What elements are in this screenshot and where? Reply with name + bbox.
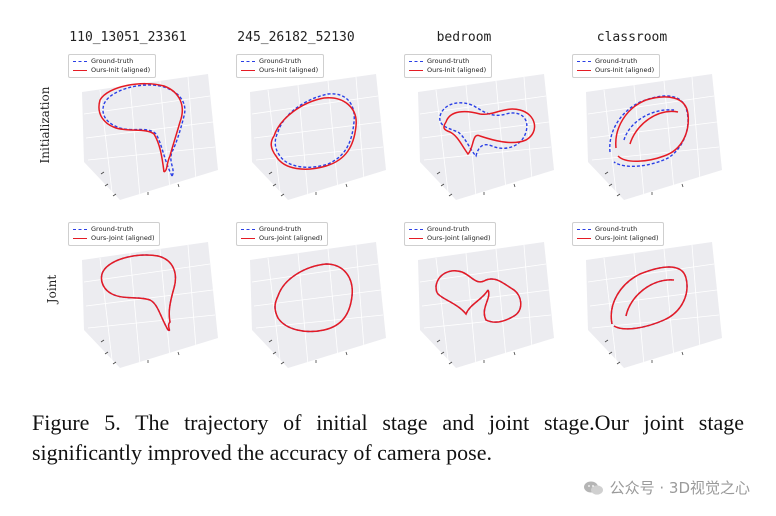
ground-truth-swatch [409, 229, 423, 230]
ground-truth-trajectory [102, 84, 186, 177]
trajectory-plot [418, 74, 554, 200]
legend: Ground-truth Ours-Joint (aligned) [68, 222, 161, 246]
panel-joint-4: Ground-truth Ours-Joint (aligned) [564, 220, 732, 380]
trajectory-plot [250, 242, 386, 368]
legend: Ground-truth Ours-Joint (aligned) [572, 222, 665, 246]
ours-trajectory [435, 270, 522, 323]
ours-swatch [577, 238, 591, 239]
panel-init-4: Ground-truth Ours-Init (aligned) [564, 52, 732, 212]
legend-ours-joint: Ours-Joint (aligned) [91, 234, 155, 242]
legend: Ground-truth Ours-Joint (aligned) [236, 222, 329, 246]
column-title-3: bedroom [436, 30, 492, 45]
ground-truth-trajectory [439, 102, 528, 158]
ours-swatch [577, 70, 591, 71]
legend-ground-truth: Ground-truth [259, 57, 302, 65]
ours-swatch [241, 70, 255, 71]
panel-init-2: Ground-truth Ours-Init (aligned) [228, 52, 396, 212]
legend-ground-truth: Ground-truth [91, 57, 134, 65]
watermark-text: 公众号 · 3D视觉之心 [609, 479, 750, 497]
ours-trajectory [443, 108, 536, 156]
legend-ours-init: Ours-Init (aligned) [91, 66, 151, 74]
trajectory-plot [250, 74, 386, 200]
ours-trajectory [100, 254, 177, 332]
trajectory-plot [418, 242, 554, 368]
panel-joint-2: Ground-truth Ours-Joint (aligned) [228, 220, 396, 380]
trajectory-plot [586, 74, 722, 200]
row-label-joint: Joint [45, 274, 59, 304]
legend-ground-truth: Ground-truth [259, 225, 302, 233]
ground-truth-swatch [73, 61, 87, 62]
ground-truth-swatch [73, 229, 87, 230]
trajectory-plot [82, 74, 218, 200]
legend-ours-init: Ours-Init (aligned) [427, 66, 487, 74]
legend: Ground-truth Ours-Init (aligned) [404, 54, 493, 78]
legend-ground-truth: Ground-truth [427, 225, 470, 233]
legend: Ground-truth Ours-Init (aligned) [236, 54, 325, 78]
panel-joint-3: Ground-truth Ours-Joint (aligned) [396, 220, 564, 380]
legend: Ground-truth Ours-Init (aligned) [572, 54, 661, 78]
ground-truth-swatch [409, 61, 423, 62]
ours-trajectory [610, 266, 688, 330]
legend-ground-truth: Ground-truth [595, 57, 638, 65]
ground-truth-swatch [241, 61, 255, 62]
column-title-1: 110_13051_23361 [69, 30, 187, 45]
trajectory-plot [586, 242, 722, 368]
panel-joint-1: Ground-truth Ours-Joint (aligned) [60, 220, 228, 380]
legend: Ground-truth Ours-Init (aligned) [68, 54, 157, 78]
ours-swatch [409, 70, 423, 71]
trajectory-plot [82, 242, 218, 368]
row-label-initialization: Initialization [38, 86, 52, 164]
ground-truth-trajectory [274, 93, 355, 168]
ours-trajectory [270, 97, 357, 170]
legend: Ground-truth Ours-Joint (aligned) [404, 222, 497, 246]
legend-ours-joint: Ours-Joint (aligned) [259, 234, 323, 242]
watermark: 公众号 · 3D视觉之心 [583, 477, 750, 498]
ours-trajectory [615, 96, 690, 162]
ours-swatch [241, 238, 255, 239]
legend-ours-joint: Ours-Joint (aligned) [427, 234, 491, 242]
legend-ours-init: Ours-Init (aligned) [595, 66, 655, 74]
ours-swatch [409, 238, 423, 239]
panel-init-3: Ground-truth Ours-Init (aligned) [396, 52, 564, 212]
legend-ground-truth: Ground-truth [427, 57, 470, 65]
figure-caption: Figure 5. The trajectory of initial stag… [32, 410, 744, 465]
ours-trajectory [98, 82, 184, 173]
legend-ours-joint: Ours-Joint (aligned) [595, 234, 659, 242]
ours-swatch [73, 238, 87, 239]
ground-truth-swatch [241, 229, 255, 230]
panel-init-1: Ground-truth Ours-Init (aligned) [60, 52, 228, 212]
ground-truth-swatch [577, 61, 591, 62]
column-title-2: 245_26182_52130 [237, 30, 355, 45]
legend-ground-truth: Ground-truth [595, 225, 638, 233]
column-title-4: classroom [596, 30, 668, 45]
ours-trajectory [274, 263, 353, 333]
wechat-icon [583, 481, 603, 495]
ours-swatch [73, 70, 87, 71]
ground-truth-swatch [577, 229, 591, 230]
ground-truth-trajectory [609, 95, 689, 168]
legend-ours-init: Ours-Init (aligned) [259, 66, 319, 74]
legend-ground-truth: Ground-truth [91, 225, 134, 233]
